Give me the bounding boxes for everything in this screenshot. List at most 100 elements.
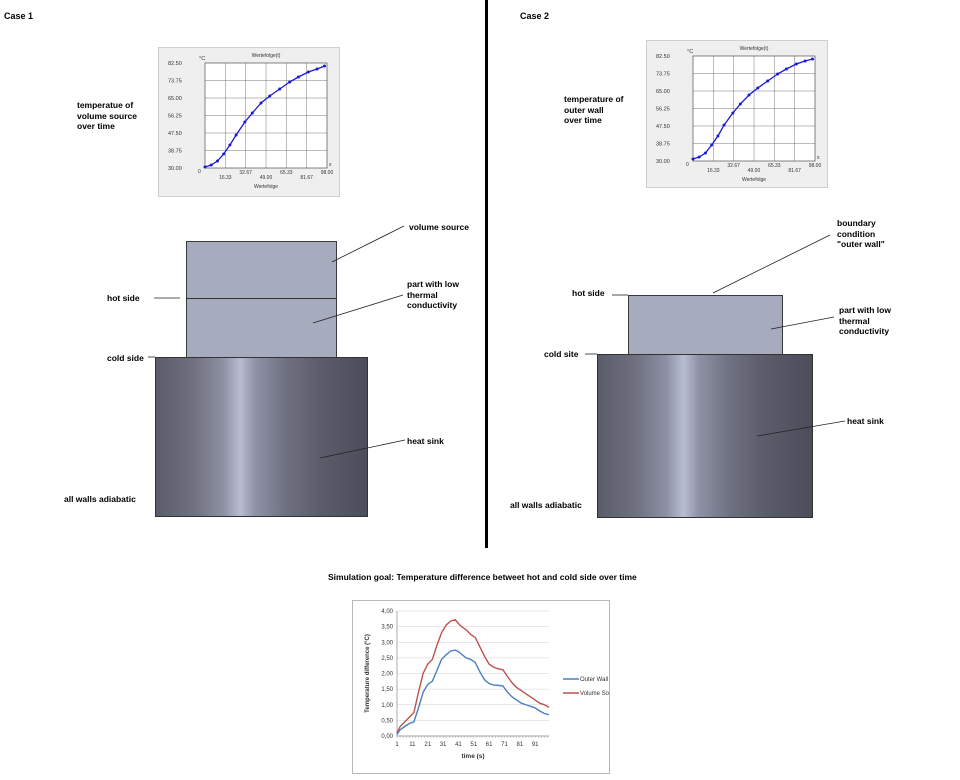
waveform-point bbox=[268, 94, 272, 98]
case1-mini-chart: 30.00 38.75 47.50 56.25 65.00 73.75 82.50 °C Wer… bbox=[158, 47, 340, 197]
x-zero-label: 0 bbox=[686, 162, 689, 168]
y-tick-label: 1,00 bbox=[381, 703, 393, 709]
x-tick-label-lower: 49.00 bbox=[260, 175, 273, 181]
x-axis-title: time (s) bbox=[461, 753, 484, 760]
case1-label-heat-sink: heat sink bbox=[407, 436, 444, 446]
y-tick-label: 3,00 bbox=[381, 640, 393, 646]
case1-leader-lines bbox=[148, 225, 406, 459]
waveform-line bbox=[204, 65, 325, 168]
x-tick-label-lower: 81.67 bbox=[300, 175, 313, 181]
case2-label-adiabatic: all walls adiabatic bbox=[510, 500, 582, 510]
case2-label-low-conductivity: part with low thermal conductivity bbox=[839, 305, 891, 336]
waveform-point bbox=[697, 155, 701, 159]
waveform-point bbox=[278, 87, 282, 91]
case2-label-cold-site: cold site bbox=[544, 349, 579, 359]
case1-label-volume-source: volume source bbox=[409, 222, 469, 232]
x-tick-label: 51 bbox=[470, 742, 477, 748]
x-tick-label-upper: 65.33 bbox=[768, 163, 781, 169]
x-tick-label-upper: 65.33 bbox=[280, 170, 293, 176]
x-tick-label-lower: 81.67 bbox=[788, 168, 801, 174]
waveform-point bbox=[215, 159, 219, 163]
y-tick-label: 0,50 bbox=[381, 718, 393, 724]
waveform-point bbox=[315, 67, 319, 71]
x-tick-label: 11 bbox=[409, 742, 416, 748]
leader-low-conductivity bbox=[312, 294, 404, 324]
waveform-point bbox=[766, 79, 770, 83]
waveform-point bbox=[747, 93, 751, 97]
mini-chart-title: Wertefolge(t) bbox=[252, 53, 281, 59]
waveform-point bbox=[296, 75, 300, 79]
waveform-point bbox=[259, 101, 263, 105]
waveform-point bbox=[756, 86, 760, 90]
goal-title: Simulation goal: Temperature difference … bbox=[328, 572, 637, 582]
case-divider bbox=[485, 0, 488, 548]
waveform-point bbox=[811, 57, 815, 61]
leader-heat-sink bbox=[319, 439, 406, 459]
leader-heat-sink bbox=[756, 420, 846, 437]
y-tick-label: 30.00 bbox=[168, 166, 182, 172]
x-tick-label: 81 bbox=[516, 742, 523, 748]
case1-split-line bbox=[186, 298, 337, 299]
y-tick-label: 82.50 bbox=[168, 61, 182, 67]
case1-label-low-conductivity: part with low thermal conductivity bbox=[407, 279, 459, 310]
y-tick-label: 65.00 bbox=[168, 96, 182, 102]
x-tick-label: 31 bbox=[440, 742, 447, 748]
x-tick-label-lower: 49.00 bbox=[748, 168, 761, 174]
y-tick-label: 30.00 bbox=[656, 159, 670, 165]
waveform-point bbox=[243, 120, 247, 124]
x-tick-label: 61 bbox=[486, 742, 493, 748]
waveform-point bbox=[703, 151, 707, 155]
y-tick-label: 73.75 bbox=[656, 72, 670, 78]
y-tick-label: 38.75 bbox=[168, 149, 182, 155]
case2-mini-chart-svg: 30.00 38.75 47.50 56.25 65.00 73.75 82.50 °C Wer… bbox=[656, 46, 822, 183]
waveform-point bbox=[716, 134, 720, 138]
waveform-point bbox=[710, 143, 714, 147]
y-tick-label: 47.50 bbox=[656, 124, 670, 130]
y-tick-label: 2,50 bbox=[381, 656, 393, 662]
y-tick-label: 56.25 bbox=[168, 114, 182, 120]
y-tick-label: 4,00 bbox=[381, 609, 393, 615]
y-tick-label: 82.50 bbox=[656, 54, 670, 60]
waveform-point bbox=[722, 123, 726, 127]
case1-label-cold-side: cold side bbox=[107, 353, 144, 363]
mini-chart-title: Wertefolge(t) bbox=[740, 46, 769, 52]
x-tick-label: 71 bbox=[501, 742, 508, 748]
case1-heat-sink bbox=[155, 357, 368, 517]
y-axis-title: Temperature difference (°C) bbox=[365, 634, 371, 713]
y-tick-label: 3,50 bbox=[381, 625, 393, 631]
waveform-point bbox=[691, 157, 695, 161]
case2-mini-chart: 30.00 38.75 47.50 56.25 65.00 73.75 82.50 °C Wer… bbox=[646, 40, 828, 188]
y-tick-label: 2,00 bbox=[381, 672, 393, 678]
waveform-point bbox=[803, 59, 807, 63]
case2-label-heat-sink: heat sink bbox=[847, 416, 884, 426]
waveform-point bbox=[784, 67, 788, 71]
x-zero-label: 0 bbox=[198, 169, 201, 175]
unit-label: °C bbox=[199, 56, 205, 62]
y-tick-label: 73.75 bbox=[168, 79, 182, 85]
waveform-point bbox=[250, 111, 254, 115]
legend-label: Volume Source bbox=[580, 691, 609, 697]
waveform-point bbox=[776, 72, 780, 76]
case2-label-hot-side: hot side bbox=[572, 288, 605, 298]
x-tick-label-lower: 16.33 bbox=[219, 175, 232, 181]
series-line-outer-wall bbox=[396, 649, 550, 735]
case1-label-adiabatic: all walls adiabatic bbox=[64, 494, 136, 504]
y-tick-label: 1,50 bbox=[381, 687, 393, 693]
waveform-point bbox=[209, 163, 213, 167]
waveform-point bbox=[794, 62, 798, 66]
case1-volume-source-block bbox=[186, 241, 337, 358]
leader-boundary bbox=[712, 234, 831, 294]
x-tick-label-upper: 98.00 bbox=[809, 163, 822, 169]
waveform-point bbox=[203, 165, 207, 169]
waveform-line bbox=[692, 58, 813, 160]
y-tick-label: 0,00 bbox=[381, 734, 393, 740]
x-tick-label: 21 bbox=[424, 742, 431, 748]
x-axis-label: Wertefolge bbox=[254, 184, 278, 190]
case1-mini-chart-svg: 30.00 38.75 47.50 56.25 65.00 73.75 82.50 °C Wer… bbox=[168, 53, 334, 190]
series-line-volume-source bbox=[396, 618, 550, 734]
waveform-point bbox=[731, 111, 735, 115]
x-tick-label-upper: 98.00 bbox=[321, 170, 334, 176]
case2-profile-label: temperature of outer wall over time bbox=[564, 94, 624, 125]
legend-label: Outer Wall bbox=[580, 677, 608, 683]
x-tick-label-lower: 16.33 bbox=[707, 168, 720, 174]
